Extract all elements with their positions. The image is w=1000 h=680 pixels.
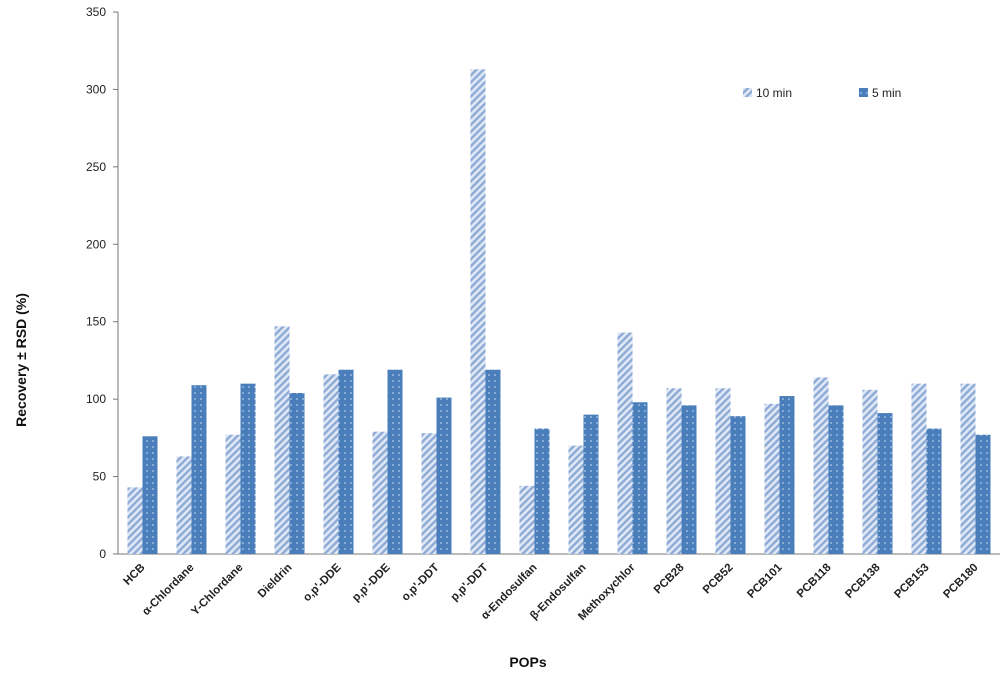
bar-10-min bbox=[764, 403, 780, 554]
bar-10-min bbox=[813, 377, 829, 554]
bar-10-min bbox=[274, 326, 290, 554]
bar-5-min bbox=[240, 383, 256, 554]
bar-5-min bbox=[877, 413, 893, 554]
bars bbox=[127, 69, 991, 555]
bar-10-min bbox=[617, 332, 633, 554]
x-tick-label: Υ-Chlordane bbox=[189, 562, 245, 618]
y-tick-label: 200 bbox=[86, 237, 106, 251]
x-tick-label: Dieldrin bbox=[256, 562, 295, 601]
legend-label-5-min: 5 min bbox=[872, 86, 901, 100]
bar-10-min bbox=[176, 456, 192, 554]
x-tick-label: HCB bbox=[122, 562, 148, 588]
bar-5-min bbox=[975, 434, 991, 554]
y-tick-label: 150 bbox=[86, 315, 106, 329]
y-tick-label: 0 bbox=[99, 547, 106, 561]
bar-5-min bbox=[534, 428, 550, 554]
legend: 10 min 5 min bbox=[743, 86, 901, 100]
legend-swatch-5-min bbox=[859, 88, 868, 97]
bar-5-min bbox=[289, 392, 305, 554]
bar-5-min bbox=[632, 402, 648, 554]
x-tick-label: PCB153 bbox=[892, 562, 931, 601]
x-tick-label: p,p'-DDT bbox=[449, 562, 491, 604]
bar-10-min bbox=[372, 431, 388, 554]
bar-5-min bbox=[828, 405, 844, 554]
bar-10-min bbox=[715, 388, 731, 554]
bar-10-min bbox=[666, 388, 682, 554]
bar-10-min bbox=[225, 434, 241, 554]
x-tick-label: p,p'-DDE bbox=[350, 561, 393, 604]
bar-5-min bbox=[926, 428, 942, 554]
bar-10-min bbox=[421, 433, 437, 554]
bar-10-min bbox=[323, 374, 339, 554]
bar-5-min bbox=[779, 396, 795, 554]
y-tick-label: 350 bbox=[86, 5, 106, 19]
x-tick-label: PCB138 bbox=[843, 561, 883, 601]
bar-5-min bbox=[583, 414, 599, 554]
bar-10-min bbox=[568, 445, 584, 554]
bar-5-min bbox=[681, 405, 697, 554]
bar-10-min bbox=[127, 487, 143, 554]
x-tick-label: PCB101 bbox=[745, 561, 785, 601]
y-tick-label: 100 bbox=[86, 392, 106, 406]
x-tick-label: PCB180 bbox=[941, 562, 980, 601]
legend-label-10-min: 10 min bbox=[756, 86, 792, 100]
bar-5-min bbox=[191, 385, 207, 554]
x-tick-label: PCB118 bbox=[795, 561, 834, 600]
y-axis-title: Recovery ± RSD (%) bbox=[13, 293, 29, 427]
bar-10-min bbox=[519, 485, 535, 554]
bar-5-min bbox=[338, 369, 354, 554]
y-tick-label: 250 bbox=[86, 160, 106, 174]
legend-swatch-10-min bbox=[743, 88, 752, 97]
x-tick-label: o,p'-DDT bbox=[400, 562, 442, 604]
bar-5-min bbox=[485, 369, 501, 554]
y-axis-ticks: 0 50 100 150 200 250 300 350 bbox=[86, 5, 118, 561]
bar-5-min bbox=[142, 436, 158, 554]
x-axis-title: POPs bbox=[509, 654, 547, 670]
x-tick-label: PCB28 bbox=[652, 561, 687, 596]
bar-10-min bbox=[470, 69, 486, 555]
bar-10-min bbox=[960, 383, 976, 554]
bar-10-min bbox=[862, 389, 878, 554]
x-tick-label: PCB52 bbox=[701, 562, 736, 597]
bar-5-min bbox=[730, 416, 746, 554]
axes bbox=[117, 12, 1000, 555]
y-tick-label: 300 bbox=[86, 82, 106, 96]
x-tick-label: o,p'-DDE bbox=[301, 561, 344, 604]
y-tick-label: 50 bbox=[93, 470, 107, 484]
bar-10-min bbox=[911, 383, 927, 554]
bar-5-min bbox=[436, 397, 452, 554]
bar-5-min bbox=[387, 369, 403, 554]
